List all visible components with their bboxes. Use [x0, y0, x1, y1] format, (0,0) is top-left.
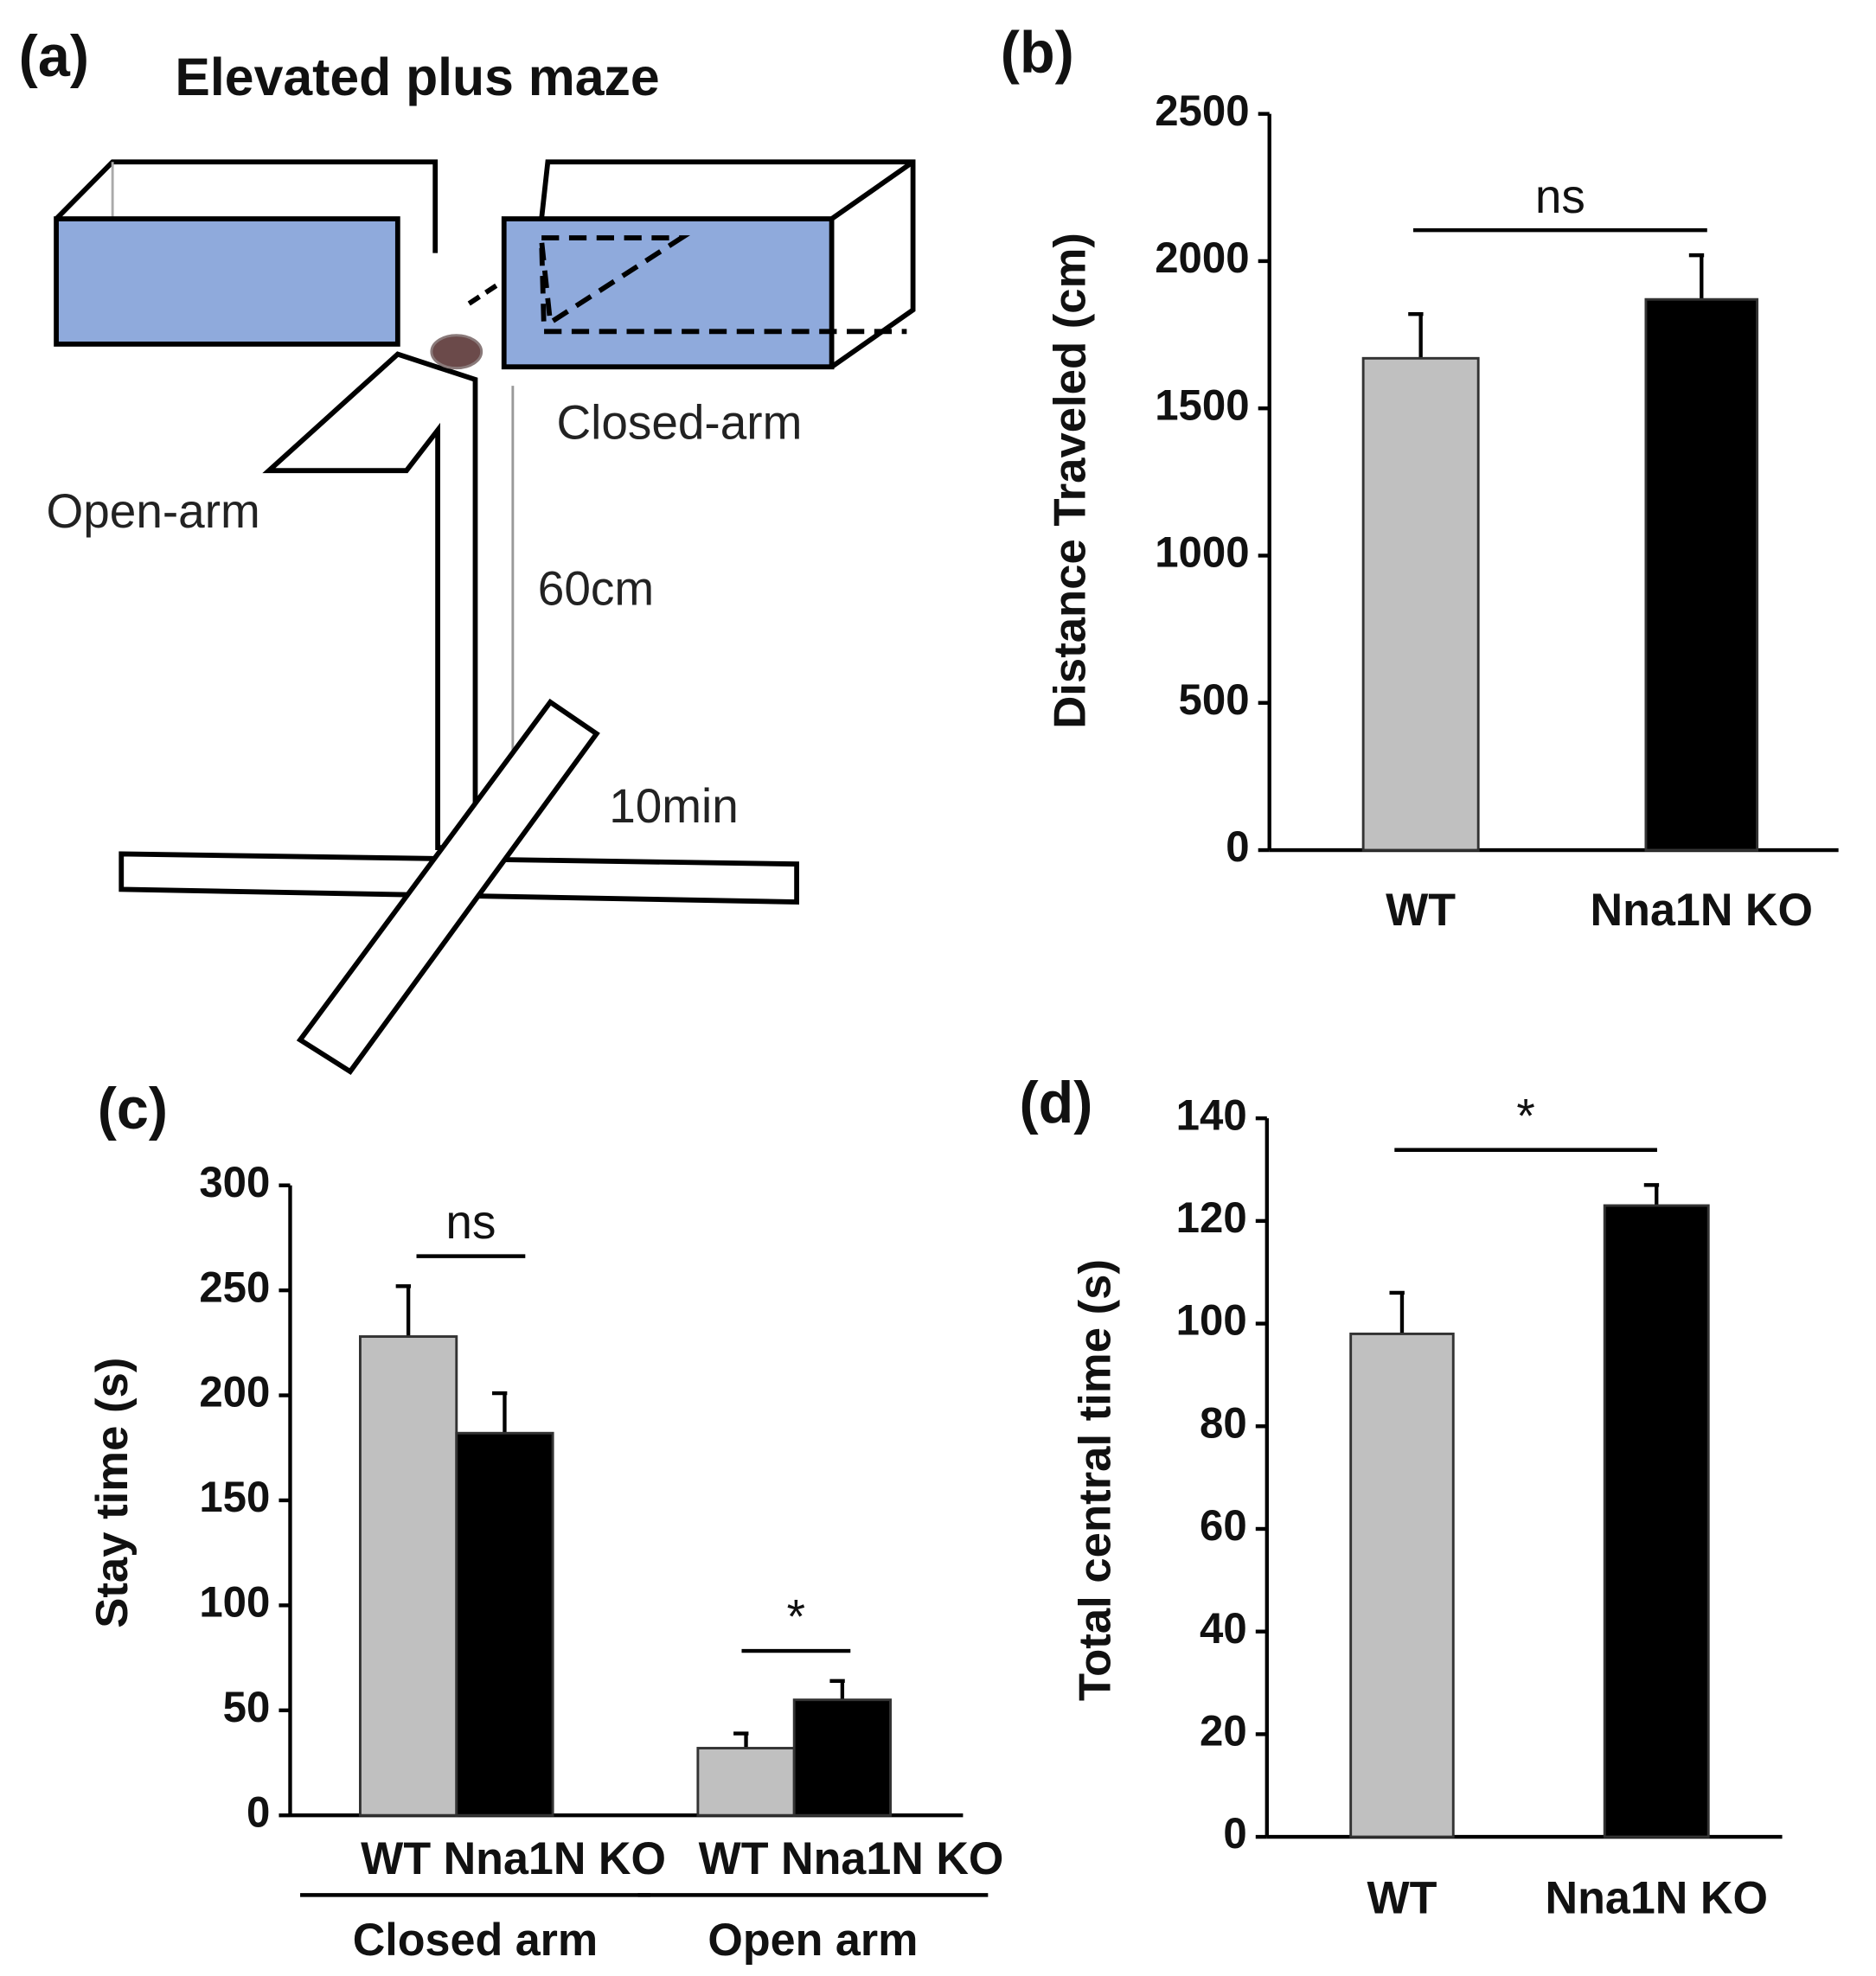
- y-tick-label: 20: [1200, 1707, 1247, 1755]
- maze-diagram: [54, 159, 916, 1075]
- bar: [1361, 356, 1480, 852]
- diagram-title: Elevated plus maze: [175, 48, 659, 106]
- bar: [1644, 297, 1759, 852]
- group-label: Closed arm: [353, 1915, 599, 1966]
- significance-label: *: [787, 1589, 805, 1643]
- y-tick-label: 1500: [1155, 381, 1249, 429]
- y-tick-label: 40: [1200, 1605, 1247, 1653]
- panel-label: (c): [98, 1077, 168, 1141]
- x-tick-label: WT: [699, 1834, 769, 1884]
- y-tick-label: 100: [199, 1578, 270, 1626]
- y-tick-label: 60: [1200, 1502, 1247, 1550]
- y-tick-label: 150: [199, 1474, 270, 1521]
- y-tick-label: 250: [199, 1263, 270, 1311]
- x-tick-label: WT: [1386, 886, 1456, 936]
- bar: [792, 1698, 892, 1817]
- x-tick-label: WT: [1367, 1873, 1437, 1923]
- y-tick-label: 0: [247, 1788, 270, 1836]
- diagram-label: 60cm: [538, 561, 654, 615]
- edge: [829, 159, 915, 221]
- y-tick-label: 200: [199, 1368, 270, 1416]
- y-axis-label: Stay time (s): [87, 1358, 138, 1628]
- group-label: Open arm: [708, 1915, 918, 1966]
- y-tick-label: 2000: [1155, 234, 1249, 282]
- diagram-label: Closed-arm: [556, 395, 802, 449]
- bar: [359, 1335, 458, 1817]
- x-tick-label: WT: [361, 1834, 431, 1884]
- x-tick-label: Nna1N KO: [781, 1834, 1003, 1884]
- closed-box-left: [54, 216, 400, 347]
- open-arm: [262, 351, 478, 851]
- dashed-edge: [539, 235, 907, 335]
- mouse: [430, 334, 483, 370]
- y-tick-label: 120: [1176, 1194, 1247, 1242]
- x-tick-label: Nna1N KO: [1591, 886, 1813, 936]
- bar: [1349, 1332, 1455, 1839]
- y-axis-label: Total central time (s): [1071, 1259, 1121, 1701]
- y-axis-label: Distance Traveled (cm): [1046, 233, 1096, 729]
- x-tick-label: Nna1N KO: [444, 1834, 666, 1884]
- y-tick-label: 80: [1200, 1399, 1247, 1447]
- diagram-label: Open-arm: [47, 484, 260, 538]
- base-bar: [296, 698, 600, 1075]
- significance-label: ns: [445, 1195, 496, 1249]
- bar: [1603, 1204, 1710, 1839]
- y-tick-label: 2500: [1155, 87, 1249, 135]
- panel-label: (d): [1019, 1070, 1092, 1135]
- bar: [455, 1431, 554, 1817]
- y-tick-label: 0: [1223, 1810, 1246, 1858]
- significance-label: *: [1516, 1089, 1534, 1142]
- open-arm-outline: [54, 159, 439, 253]
- y-tick-label: 300: [199, 1159, 270, 1206]
- y-tick-label: 500: [1179, 676, 1250, 724]
- panel-label: (b): [1001, 20, 1074, 85]
- panel-label: (a): [19, 24, 89, 89]
- y-tick-label: 140: [1176, 1091, 1247, 1139]
- diagram-label: 10min: [609, 779, 739, 833]
- dashed-edge: [467, 282, 500, 306]
- y-tick-label: 0: [1226, 823, 1249, 871]
- y-tick-label: 1000: [1155, 528, 1249, 576]
- y-tick-label: 100: [1176, 1296, 1247, 1344]
- x-tick-label: Nna1N KO: [1546, 1873, 1768, 1923]
- closed-box-right: [501, 216, 835, 370]
- bar: [696, 1747, 796, 1817]
- significance-label: ns: [1535, 169, 1585, 223]
- y-tick-label: 50: [223, 1684, 271, 1731]
